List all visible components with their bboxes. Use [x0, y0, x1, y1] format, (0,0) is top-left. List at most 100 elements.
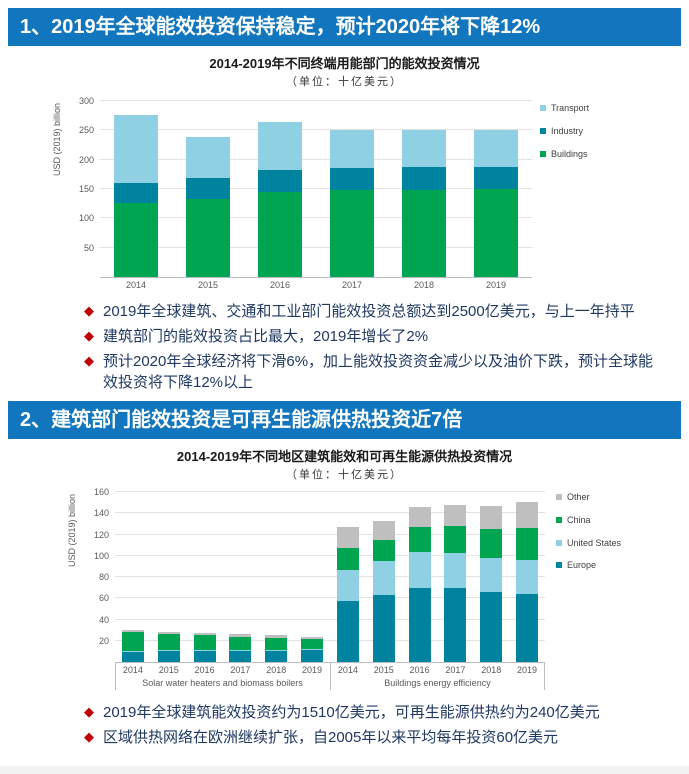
y-axis-tick-label: 40	[98, 614, 109, 625]
bullet-item: ◆ 区域供热网络在欧洲继续扩张，自2005年以来平均每年投资60亿美元	[84, 727, 664, 748]
x-axis-labels: 2014 2015 2016 2017 2018 2019	[330, 665, 545, 675]
bar-segment-united-states	[444, 552, 467, 588]
bullet-text: 预计2020年全球经济将下滑6%，加上能效投资资金减少以及油价下跌，预计全球能效…	[103, 353, 654, 391]
bar-segment-europe	[444, 587, 467, 662]
x-axis-tick-label: 2014	[122, 665, 143, 675]
chart-2-stacked-bar-chart: 20 40 60 80 100 120 140 160 USD (2019) billion 20…	[67, 484, 670, 692]
bar-segment-transport	[330, 130, 374, 169]
group-axis-label-buildings-energy-efficiency: Buildings energy efficiency	[384, 678, 491, 688]
bar-segment-united-states	[121, 651, 144, 653]
bar-2017	[330, 130, 374, 277]
bar-g1-2019	[301, 636, 324, 662]
bar-segment-industry	[114, 182, 158, 203]
bar-2016	[258, 122, 302, 277]
chart-1-stacked-bar-chart: 50 100 150 200 250 300 USD (2019) billion 2014 2…	[52, 93, 662, 299]
x-axis-tick-label: 2015	[373, 665, 394, 675]
bar-segment-other	[516, 501, 539, 529]
bar-segment-china	[372, 539, 395, 562]
legend-label-transport: Transport	[551, 103, 590, 113]
bar-g2-2018	[480, 505, 503, 662]
bar-segment-china	[480, 529, 503, 558]
chart-1-title: 2014-2019年不同终端用能部门的能效投资情况	[209, 56, 480, 71]
bullet-diamond-icon: ◆	[84, 328, 94, 343]
bullet-item: ◆ 预计2020年全球经济将下滑6%，加上能效投资资金减少以及油价下跌，预计全球能…	[84, 351, 664, 393]
x-axis-tick-label: 2015	[158, 665, 179, 675]
bar-segment-europe	[121, 652, 144, 662]
legend-swatch-icon-europe	[556, 562, 562, 569]
bar-segment-united-states	[157, 650, 180, 652]
bar-segment-europe	[408, 587, 431, 662]
bar-segment-europe	[265, 651, 288, 662]
bar-g1-2018	[265, 635, 288, 662]
legend-swatch-icon-transport	[540, 105, 546, 111]
bar-segment-china	[121, 632, 144, 652]
x-axis-tick-label: 2018	[266, 665, 287, 675]
bar-segment-united-states	[265, 650, 288, 652]
y-axis-tick-label: 80	[98, 572, 109, 582]
bar-segment-united-states	[480, 557, 503, 592]
y-axis-tick-label: 120	[93, 529, 109, 540]
x-axis-tick-label: 2018	[481, 665, 502, 675]
bar-segment-united-states	[336, 569, 359, 602]
x-axis-tick-label: 2019	[485, 280, 507, 290]
x-axis-tick-label: 2017	[341, 280, 363, 290]
bar-segment-industry	[402, 166, 446, 191]
bar-segment-transport	[114, 114, 158, 183]
gridline	[115, 597, 545, 599]
bar-segment-china	[157, 634, 180, 651]
chart-plot-area	[115, 491, 545, 663]
legend-swatch-icon-other	[556, 494, 562, 500]
bar-g2-2016	[408, 506, 431, 662]
bar-segment-other	[193, 633, 216, 636]
bar-group	[100, 101, 532, 277]
section-2-header: 2、建筑部门能效投资是可再生能源供热投资近7倍	[8, 401, 681, 439]
y-axis-tick-label: 160	[93, 487, 109, 497]
x-axis-tick-label: 2019	[302, 665, 323, 675]
gridline	[115, 618, 545, 620]
x-axis-tick-label: 2019	[517, 665, 538, 675]
legend-item-industry: Industry	[540, 126, 589, 137]
gridline	[100, 129, 532, 131]
category-axis-divider	[115, 662, 116, 690]
bullet-text: 建筑部门的能效投资占比最大，2019年增长了2%	[103, 328, 429, 345]
bullet-diamond-icon: ◆	[84, 704, 94, 719]
bar-segment-united-states	[301, 649, 324, 651]
bar-g2-2015	[372, 520, 395, 662]
bar-g2-2017	[444, 504, 467, 662]
bar-segment-europe	[193, 651, 216, 662]
bar-segment-other	[444, 504, 467, 526]
bar-g2-2014	[336, 527, 359, 662]
bullet-diamond-icon: ◆	[84, 729, 94, 744]
bar-segment-other	[336, 527, 359, 549]
y-axis-tick-label: 140	[93, 508, 109, 519]
section-2-bullet-list: ◆ 2019年全球建筑能效投资约为1510亿美元，可再生能源供热约为240亿美元 ◆…	[84, 702, 664, 748]
section-2: 2、建筑部门能效投资是可再生能源供热投资近7倍 2014-2019年不同地区建筑…	[0, 401, 689, 748]
bar-segment-other	[480, 505, 503, 530]
legend-swatch-icon-industry	[540, 127, 546, 134]
gridline	[115, 533, 545, 535]
bar-segment-china	[229, 636, 252, 651]
bar-segment-other	[372, 520, 395, 540]
bullet-item: ◆ 2019年全球建筑能效投资约为1510亿美元，可再生能源供热约为240亿美元	[84, 702, 664, 723]
bar-segment-industry	[186, 178, 230, 199]
bullet-diamond-icon: ◆	[84, 353, 94, 368]
legend-label-industry: Industry	[551, 125, 584, 136]
legend-label-buildings: Buildings	[551, 148, 588, 159]
gridline	[100, 100, 532, 101]
bar-segment-united-states	[229, 650, 252, 652]
legend-swatch-icon-buildings	[540, 150, 546, 157]
chart-1-subtitle: （单位：十亿美元）	[286, 75, 403, 88]
bar-segment-united-states	[408, 551, 431, 588]
legend-swatch-icon-united-states	[556, 539, 562, 546]
bullet-diamond-icon: ◆	[84, 303, 94, 318]
bar-segment-transport	[258, 122, 302, 171]
gridline	[100, 217, 532, 219]
y-axis-tick-label: 150	[78, 184, 94, 194]
legend-item-united-states: United States	[556, 538, 621, 549]
chart-legend: Other China United States Europe	[556, 492, 621, 583]
category-axis-divider	[330, 662, 331, 690]
category-axis-divider	[544, 662, 545, 690]
bar-segment-europe	[336, 601, 359, 662]
x-axis-tick-label: 2018	[413, 280, 435, 290]
